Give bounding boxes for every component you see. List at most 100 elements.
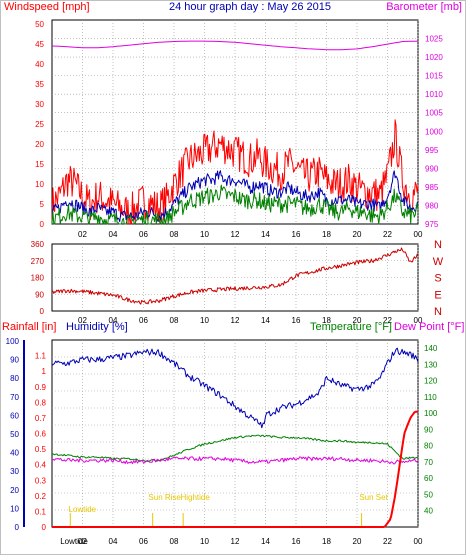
windspeed-tick-label: 35: [35, 80, 44, 89]
wind-x-tick-label: 06: [139, 230, 148, 239]
direction-tick-label: 270: [31, 257, 45, 266]
rainfall-tick-label: 1: [42, 367, 47, 376]
event-label: Sun Rise: [148, 493, 181, 502]
wind-x-tick-label: 16: [292, 230, 301, 239]
compass-label: E: [434, 289, 441, 301]
windspeed-tick-label: 25: [35, 120, 44, 129]
rainfall-axis-label: Rainfall [in]: [2, 321, 56, 333]
direction-x-tick-label: 20: [353, 316, 362, 325]
barometer-tick-label: 1005: [425, 109, 443, 118]
dewpoint-line: [51, 456, 419, 465]
direction-tick-label: 180: [31, 274, 45, 283]
rainfall-tick-label: 1.1: [35, 352, 47, 361]
humidity-tick-label: 70: [10, 393, 19, 402]
temperature-tick-label: 130: [424, 360, 438, 369]
temperature-tick-label: 40: [424, 507, 433, 516]
climate-x-tick-label: 18: [322, 537, 331, 546]
windspeed-tick-label: 45: [35, 40, 44, 49]
climate-x-tick-label: 02: [78, 537, 87, 546]
climate-x-tick-label: 04: [109, 537, 118, 546]
wind-x-tick-label: 22: [383, 230, 392, 239]
windspeed-tick-label: 15: [35, 160, 44, 169]
direction-x-tick-label: 12: [231, 316, 240, 325]
barometer-tick-label: 985: [425, 183, 439, 192]
barometer-tick-label: 975: [425, 220, 439, 229]
wind-x-tick-label: 08: [170, 230, 179, 239]
barometer-tick-label: 1010: [425, 90, 443, 99]
barometer-tick-label: 980: [425, 201, 439, 210]
event-label-bottom: Lowtide: [60, 537, 88, 546]
windspeed-axis-label: Windspeed [mph]: [4, 1, 90, 13]
rainfall-tick-label: 0: [42, 523, 47, 532]
humidity-tick-label: 0: [15, 523, 20, 532]
direction-x-tick-label: 10: [200, 316, 209, 325]
dewpoint-axis-label: Dew Point [°F]: [394, 321, 464, 333]
barometer-tick-label: 1020: [425, 53, 443, 62]
compass-label: W: [433, 256, 444, 268]
humidity-tick-label: 30: [10, 467, 19, 476]
direction-x-tick-label: 14: [261, 316, 270, 325]
barometer-tick-label: 1025: [425, 35, 443, 44]
temperature-line: [51, 434, 419, 462]
humidity-tick-label: 100: [6, 337, 20, 346]
barometer-tick-label: 995: [425, 146, 439, 155]
barometer-tick-label: 1000: [425, 127, 443, 136]
wind-x-tick-label: 00: [414, 230, 423, 239]
climate-x-tick-label: 12: [231, 537, 240, 546]
wind-x-tick-label: 02: [78, 230, 87, 239]
windspeed-tick-label: 50: [35, 20, 44, 29]
compass-label: N: [434, 306, 442, 318]
windspeed-tick-label: 0: [40, 220, 45, 229]
rainfall-tick-label: 0.6: [35, 430, 47, 439]
humidity-tick-label: 50: [10, 430, 19, 439]
wind-x-tick-label: 18: [322, 230, 331, 239]
humidity-tick-label: 20: [10, 486, 19, 495]
rainfall-tick-label: 0.7: [35, 414, 47, 423]
direction-x-tick-label: 18: [322, 316, 331, 325]
marks-layer: [51, 40, 419, 528]
average-wind-line: [51, 170, 419, 223]
climate-x-tick-label: 10: [200, 537, 209, 546]
rainfall-tick-label: 0.8: [35, 398, 47, 407]
barometer-tick-label: 990: [425, 164, 439, 173]
climate-x-tick-label: 22: [383, 537, 392, 546]
humidity-tick-label: 60: [10, 411, 19, 420]
wind-x-tick-label: 20: [353, 230, 362, 239]
barometer-line: [51, 40, 419, 51]
climate-x-tick-label: 20: [353, 537, 362, 546]
humidity-tick-label: 90: [10, 356, 19, 365]
temperature-axis-label: Temperature [°F]: [310, 321, 392, 333]
temperature-tick-label: 120: [424, 377, 438, 386]
temperature-tick-label: 70: [424, 458, 433, 467]
climate-x-tick-label: 06: [139, 537, 148, 546]
temperature-tick-label: 80: [424, 442, 433, 451]
climate-x-tick-label: 14: [261, 537, 270, 546]
compass-label: N: [434, 239, 442, 251]
windspeed-tick-label: 30: [35, 100, 44, 109]
direction-x-tick-label: 22: [383, 316, 392, 325]
event-label: Lowtide: [69, 505, 97, 514]
windspeed-tick-label: 10: [35, 180, 44, 189]
temperature-tick-label: 100: [424, 409, 438, 418]
wind-wind-line: [51, 184, 419, 225]
humidity-tick-label: 80: [10, 374, 19, 383]
wind-x-tick-label: 10: [200, 230, 209, 239]
temperature-tick-label: 50: [424, 490, 433, 499]
barometer-axis-label: Barometer [mb]: [386, 1, 462, 13]
barometer-tick-label: 1015: [425, 72, 443, 81]
compass-label: S: [434, 273, 441, 285]
rainfall-tick-label: 0.3: [35, 476, 47, 485]
direction-line: [51, 247, 419, 305]
rainfall-tick-label: 0.2: [35, 492, 47, 501]
direction-x-tick-label: 08: [170, 316, 179, 325]
rainfall-line: [52, 410, 418, 528]
windspeed-tick-label: 20: [35, 140, 44, 149]
direction-x-tick-label: 04: [109, 316, 118, 325]
rainfall-tick-label: 0.5: [35, 445, 47, 454]
windspeed-tick-label: 5: [40, 200, 45, 209]
wind-x-tick-label: 04: [109, 230, 118, 239]
direction-tick-label: 0: [40, 307, 45, 316]
climate-x-tick-label: 08: [170, 537, 179, 546]
chart-title: 24 hour graph day : May 26 2015: [169, 1, 331, 13]
